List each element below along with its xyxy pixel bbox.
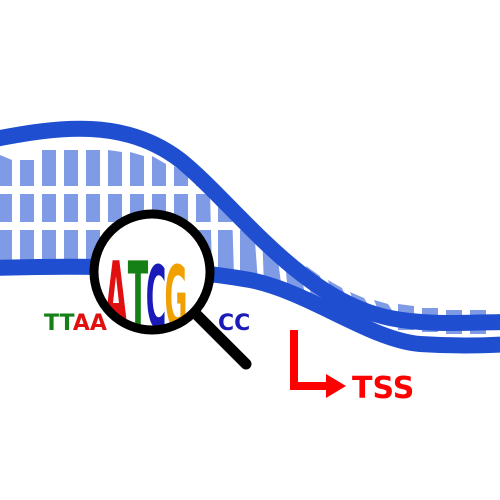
logo-letter-t: T (128, 243, 148, 351)
magnifying-glass-icon (89, 209, 252, 370)
tss-label: TSS (352, 371, 414, 406)
sequence-left: TTAA (44, 311, 107, 336)
logo-letter-g: G (165, 249, 188, 350)
dna-strand-lower (0, 258, 500, 354)
lens-content: A TCG (94, 214, 210, 351)
logo-letter-c: C (146, 249, 167, 350)
base-pair-rungs (0, 150, 486, 334)
logo-letter-a: A (104, 243, 127, 351)
sequence-text: TTAA CC (44, 311, 250, 336)
dna-strand-upper (0, 120, 500, 331)
tss-arrow-icon (290, 330, 346, 398)
sequence-logo: A TCG (104, 243, 188, 351)
sequence-right: CC (218, 311, 250, 336)
